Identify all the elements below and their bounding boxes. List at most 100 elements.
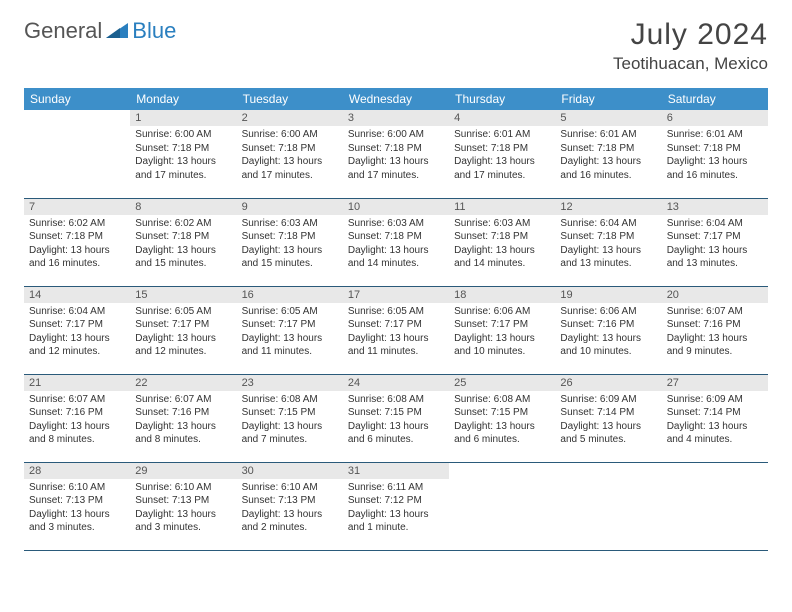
day-number: 8: [130, 199, 236, 215]
day-sunrise: Sunrise: 6:00 AM: [242, 128, 338, 142]
calendar-day-cell: 28Sunrise: 6:10 AMSunset: 7:13 PMDayligh…: [24, 462, 130, 550]
day-sunrise: Sunrise: 6:06 AM: [560, 305, 656, 319]
day-sunrise: Sunrise: 6:10 AM: [29, 481, 125, 495]
day-detail: [449, 479, 555, 485]
day-detail: Sunrise: 6:08 AMSunset: 7:15 PMDaylight:…: [449, 391, 555, 451]
day-daylight1: Daylight: 13 hours: [135, 155, 231, 169]
day-number: 18: [449, 287, 555, 303]
calendar-day-cell: 6Sunrise: 6:01 AMSunset: 7:18 PMDaylight…: [662, 110, 768, 198]
day-detail: Sunrise: 6:05 AMSunset: 7:17 PMDaylight:…: [130, 303, 236, 363]
day-detail: Sunrise: 6:05 AMSunset: 7:17 PMDaylight:…: [237, 303, 343, 363]
calendar-day-cell: 17Sunrise: 6:05 AMSunset: 7:17 PMDayligh…: [343, 286, 449, 374]
day-number: 21: [24, 375, 130, 391]
day-number: 9: [237, 199, 343, 215]
day-daylight1: Daylight: 13 hours: [135, 508, 231, 522]
day-daylight1: Daylight: 13 hours: [560, 244, 656, 258]
day-sunset: Sunset: 7:18 PM: [29, 230, 125, 244]
day-number: 29: [130, 463, 236, 479]
weekday-header: Friday: [555, 88, 661, 110]
calendar-week-row: 1Sunrise: 6:00 AMSunset: 7:18 PMDaylight…: [24, 110, 768, 198]
day-sunset: Sunset: 7:17 PM: [29, 318, 125, 332]
day-sunrise: Sunrise: 6:09 AM: [667, 393, 763, 407]
day-detail: Sunrise: 6:08 AMSunset: 7:15 PMDaylight:…: [237, 391, 343, 451]
weekday-header: Saturday: [662, 88, 768, 110]
day-sunrise: Sunrise: 6:10 AM: [135, 481, 231, 495]
day-sunset: Sunset: 7:14 PM: [667, 406, 763, 420]
calendar-day-cell: 3Sunrise: 6:00 AMSunset: 7:18 PMDaylight…: [343, 110, 449, 198]
day-number: 11: [449, 199, 555, 215]
day-detail: Sunrise: 6:05 AMSunset: 7:17 PMDaylight:…: [343, 303, 449, 363]
day-sunrise: Sunrise: 6:04 AM: [560, 217, 656, 231]
logo: General Blue: [24, 18, 176, 44]
day-sunset: Sunset: 7:16 PM: [667, 318, 763, 332]
calendar-day-cell: 15Sunrise: 6:05 AMSunset: 7:17 PMDayligh…: [130, 286, 236, 374]
day-detail: Sunrise: 6:10 AMSunset: 7:13 PMDaylight:…: [130, 479, 236, 539]
day-detail: Sunrise: 6:00 AMSunset: 7:18 PMDaylight:…: [237, 126, 343, 186]
day-sunrise: Sunrise: 6:03 AM: [348, 217, 444, 231]
day-detail: Sunrise: 6:01 AMSunset: 7:18 PMDaylight:…: [555, 126, 661, 186]
calendar-week-row: 14Sunrise: 6:04 AMSunset: 7:17 PMDayligh…: [24, 286, 768, 374]
day-daylight1: Daylight: 13 hours: [242, 420, 338, 434]
day-sunrise: Sunrise: 6:02 AM: [29, 217, 125, 231]
day-daylight1: Daylight: 13 hours: [348, 155, 444, 169]
day-detail: Sunrise: 6:01 AMSunset: 7:18 PMDaylight:…: [449, 126, 555, 186]
day-sunrise: Sunrise: 6:01 AM: [454, 128, 550, 142]
day-sunset: Sunset: 7:18 PM: [348, 230, 444, 244]
day-number: 23: [237, 375, 343, 391]
day-number: 22: [130, 375, 236, 391]
day-daylight2: and 11 minutes.: [242, 345, 338, 359]
day-number: 12: [555, 199, 661, 215]
weekday-header: Sunday: [24, 88, 130, 110]
day-sunset: Sunset: 7:13 PM: [29, 494, 125, 508]
day-daylight2: and 17 minutes.: [348, 169, 444, 183]
day-daylight1: Daylight: 13 hours: [454, 332, 550, 346]
calendar-day-cell: 21Sunrise: 6:07 AMSunset: 7:16 PMDayligh…: [24, 374, 130, 462]
day-number: 24: [343, 375, 449, 391]
day-number: 20: [662, 287, 768, 303]
calendar-table: Sunday Monday Tuesday Wednesday Thursday…: [24, 88, 768, 551]
day-sunset: Sunset: 7:15 PM: [348, 406, 444, 420]
day-number: 16: [237, 287, 343, 303]
day-sunrise: Sunrise: 6:03 AM: [454, 217, 550, 231]
day-sunset: Sunset: 7:15 PM: [454, 406, 550, 420]
calendar-day-cell: 18Sunrise: 6:06 AMSunset: 7:17 PMDayligh…: [449, 286, 555, 374]
weekday-header: Thursday: [449, 88, 555, 110]
day-daylight2: and 15 minutes.: [242, 257, 338, 271]
day-number: 6: [662, 110, 768, 126]
day-sunrise: Sunrise: 6:07 AM: [29, 393, 125, 407]
calendar-week-row: 28Sunrise: 6:10 AMSunset: 7:13 PMDayligh…: [24, 462, 768, 550]
logo-triangle-icon: [106, 20, 128, 43]
day-daylight1: Daylight: 13 hours: [29, 420, 125, 434]
day-number: 30: [237, 463, 343, 479]
calendar-day-cell: 19Sunrise: 6:06 AMSunset: 7:16 PMDayligh…: [555, 286, 661, 374]
day-sunset: Sunset: 7:17 PM: [242, 318, 338, 332]
day-daylight1: Daylight: 13 hours: [135, 332, 231, 346]
weekday-header: Monday: [130, 88, 236, 110]
day-sunrise: Sunrise: 6:08 AM: [454, 393, 550, 407]
day-number: 14: [24, 287, 130, 303]
day-daylight1: Daylight: 13 hours: [29, 508, 125, 522]
day-daylight2: and 3 minutes.: [135, 521, 231, 535]
day-sunset: Sunset: 7:18 PM: [454, 142, 550, 156]
day-sunrise: Sunrise: 6:01 AM: [560, 128, 656, 142]
day-daylight2: and 16 minutes.: [560, 169, 656, 183]
calendar-day-cell: 27Sunrise: 6:09 AMSunset: 7:14 PMDayligh…: [662, 374, 768, 462]
day-sunset: Sunset: 7:18 PM: [348, 142, 444, 156]
day-sunset: Sunset: 7:17 PM: [454, 318, 550, 332]
day-sunrise: Sunrise: 6:04 AM: [667, 217, 763, 231]
day-number: 27: [662, 375, 768, 391]
day-sunset: Sunset: 7:18 PM: [135, 142, 231, 156]
day-sunrise: Sunrise: 6:10 AM: [242, 481, 338, 495]
calendar-day-cell: [662, 462, 768, 550]
day-sunset: Sunset: 7:18 PM: [454, 230, 550, 244]
day-sunset: Sunset: 7:13 PM: [242, 494, 338, 508]
day-sunrise: Sunrise: 6:08 AM: [348, 393, 444, 407]
day-detail: Sunrise: 6:01 AMSunset: 7:18 PMDaylight:…: [662, 126, 768, 186]
day-daylight2: and 9 minutes.: [667, 345, 763, 359]
day-sunset: Sunset: 7:16 PM: [135, 406, 231, 420]
day-number: 7: [24, 199, 130, 215]
day-daylight2: and 6 minutes.: [454, 433, 550, 447]
calendar-day-cell: 16Sunrise: 6:05 AMSunset: 7:17 PMDayligh…: [237, 286, 343, 374]
day-sunrise: Sunrise: 6:05 AM: [135, 305, 231, 319]
day-detail: Sunrise: 6:07 AMSunset: 7:16 PMDaylight:…: [24, 391, 130, 451]
